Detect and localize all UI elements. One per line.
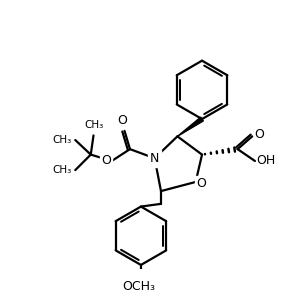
Text: O: O	[196, 177, 206, 190]
Text: CH₃: CH₃	[52, 135, 72, 145]
Text: CH₃: CH₃	[52, 165, 72, 175]
Text: CH₃: CH₃	[85, 120, 104, 130]
Polygon shape	[177, 117, 203, 136]
Text: O: O	[254, 128, 264, 141]
Text: OCH₃: OCH₃	[123, 280, 156, 293]
Text: N: N	[150, 152, 159, 165]
Text: O: O	[117, 114, 127, 127]
Text: O: O	[101, 154, 111, 168]
Text: OH: OH	[257, 154, 276, 168]
